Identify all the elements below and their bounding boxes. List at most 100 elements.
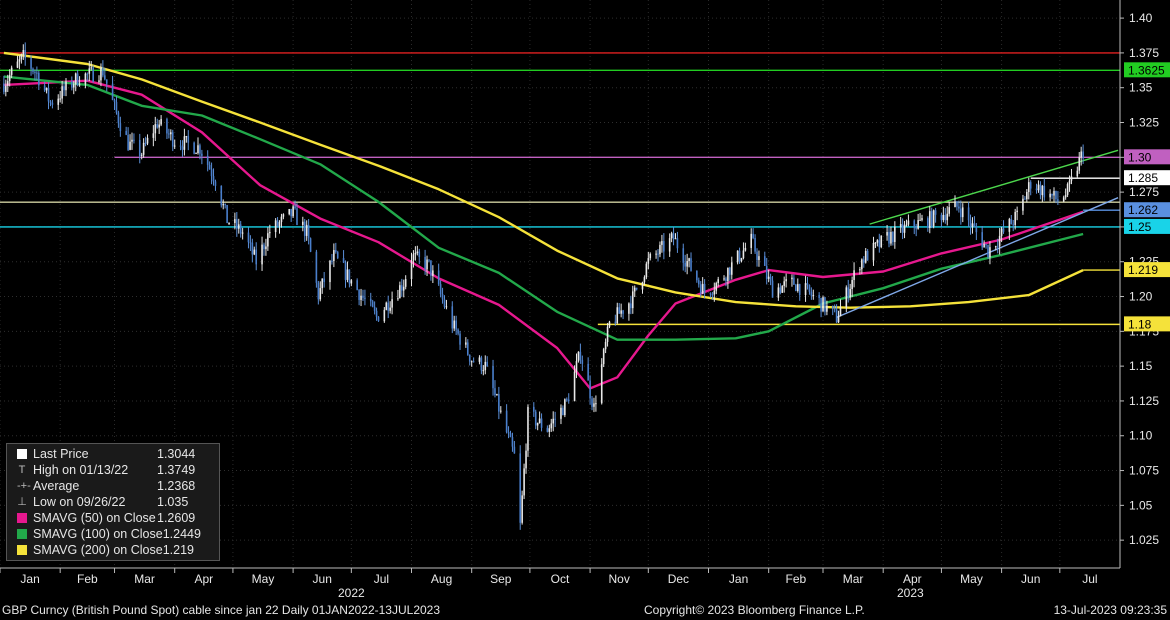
candle-body (777, 287, 780, 298)
candle-body (1082, 151, 1084, 159)
candle-body (74, 73, 77, 85)
candle-body (6, 81, 9, 86)
candle-body (886, 232, 888, 236)
candle-body (791, 277, 793, 280)
candle-body (348, 269, 351, 284)
candle-body (1000, 228, 1003, 236)
candle-body (496, 394, 498, 396)
candle-body (894, 226, 896, 242)
candle-body (579, 351, 582, 360)
level-label-text: 1.25 (1128, 220, 1152, 234)
x-tick-label: Jul (374, 572, 389, 586)
legend-value: 1.219 (162, 543, 194, 557)
candle-body (236, 219, 238, 229)
legend-swatch (17, 545, 27, 555)
candle-body (344, 262, 347, 280)
candle-body (72, 84, 75, 88)
candle-body (57, 98, 60, 105)
candle-body (701, 283, 704, 294)
candle-body (424, 256, 426, 270)
legend-swatch (17, 449, 27, 459)
candle-body (226, 204, 228, 224)
level-label-box (1124, 316, 1170, 332)
candle-body (676, 238, 679, 249)
year-label: 2023 (897, 586, 924, 600)
candle-body (402, 286, 405, 291)
candle-body (195, 153, 197, 155)
candle-body (278, 222, 281, 227)
candle-body (682, 248, 685, 263)
candle-body (750, 233, 752, 248)
candle-body (47, 87, 50, 102)
candle-body (276, 220, 279, 227)
candle-body (744, 247, 747, 251)
x-tick-label: Mar (843, 572, 864, 586)
candle-body (552, 418, 555, 424)
candle-body (451, 306, 454, 329)
candle-body (713, 290, 716, 295)
candle-body (206, 155, 209, 165)
candle-body (369, 298, 372, 302)
candle-body (375, 310, 378, 317)
x-tick-label: Jan (20, 572, 39, 586)
candle-body (862, 259, 865, 263)
candle-body (274, 220, 277, 233)
legend-value: 1.035 (157, 495, 189, 509)
candle-body (932, 210, 935, 227)
candle-body (158, 124, 160, 128)
candle-body (983, 244, 985, 248)
y-tick-label: 1.375 (1129, 46, 1159, 60)
candle-body (618, 307, 621, 314)
candle-body (8, 74, 11, 82)
candle-body (125, 130, 127, 135)
level-label-text: 1.30 (1128, 150, 1152, 164)
candle-body (410, 260, 413, 280)
candle-body (628, 303, 630, 314)
candle-body (808, 284, 811, 292)
candle-body (36, 72, 38, 74)
chart-legend: Last Price 1.3044 T High on 01/13/22 1.3749-… (6, 443, 220, 561)
trend-line (869, 149, 1119, 225)
level-label-box (1124, 170, 1170, 186)
candle-body (387, 302, 390, 311)
candle-body (290, 208, 292, 217)
legend-label: SMAVG (50) on Close (33, 511, 156, 525)
candle-body (10, 67, 13, 75)
candle-body (872, 242, 875, 261)
candle-body (187, 136, 190, 143)
candle-body (241, 232, 244, 234)
level-labels: 1.3625 1.30 1.285 1.262 1.25 1.219 1.18 (1124, 62, 1170, 332)
candle-body (160, 119, 162, 125)
legend-value: 1.2609 (157, 511, 196, 525)
y-tick-label: 1.40 (1129, 11, 1153, 25)
candle-body (946, 213, 949, 221)
candle-body (439, 284, 442, 295)
candle-body (967, 207, 970, 221)
candle-body (472, 361, 475, 363)
candle-body (228, 222, 230, 224)
candle-body (781, 285, 784, 293)
candle-body (785, 279, 787, 282)
candle-body (280, 216, 283, 223)
candle-body (292, 206, 294, 217)
candle-body (1041, 185, 1044, 196)
legend-label: SMAVG (200) on Close (33, 543, 163, 557)
candle-body (861, 259, 863, 270)
candle-body (20, 54, 23, 60)
candle-body (98, 80, 100, 82)
candle-body (61, 86, 63, 99)
candle-body (975, 226, 978, 233)
candle-body (30, 58, 32, 69)
candle-body (880, 235, 883, 248)
candle-body (288, 208, 291, 215)
candle-body (659, 244, 661, 255)
candle-body (92, 67, 94, 82)
candle-body (769, 276, 772, 281)
candle-body (253, 249, 256, 255)
candle-body (874, 242, 877, 244)
candle-body (1010, 219, 1013, 225)
candle-body (100, 67, 102, 81)
candle-body (917, 220, 919, 229)
candle-body (725, 278, 727, 282)
legend-value: 1.3749 (157, 463, 196, 477)
